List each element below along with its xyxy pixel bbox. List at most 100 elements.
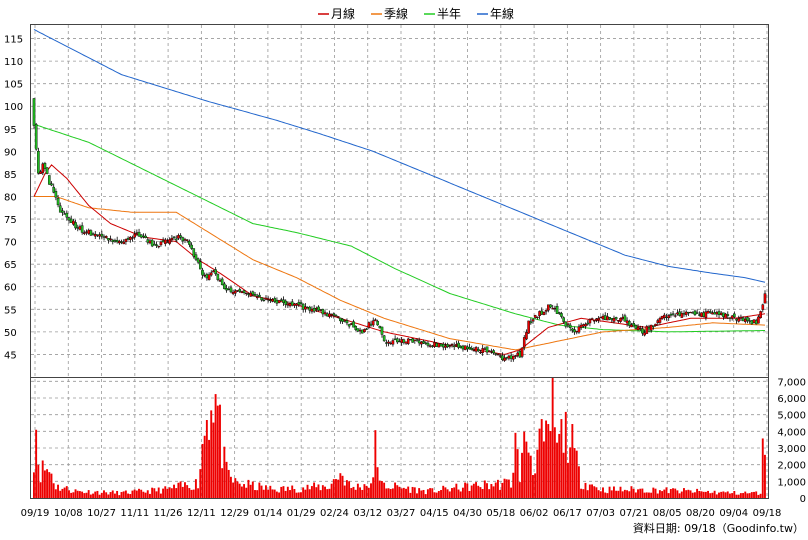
date-tick-label: 06/02 <box>520 508 549 519</box>
volume-bar <box>411 486 414 498</box>
candle-body <box>374 319 377 321</box>
volume-bar <box>422 489 425 498</box>
volume-bar <box>628 491 631 498</box>
volume-bar <box>341 475 344 498</box>
candle-body <box>529 321 533 324</box>
volume-bar <box>698 490 701 498</box>
candle-body <box>704 311 708 318</box>
candle-body <box>498 355 502 357</box>
date-tick-label: 03/27 <box>387 508 416 519</box>
volume-bar <box>385 488 388 498</box>
candle-body <box>490 351 493 353</box>
volume-bar <box>637 489 639 498</box>
volume-bar <box>567 462 569 498</box>
volume-bar <box>249 484 252 498</box>
volume-bar <box>256 490 259 498</box>
candle-body <box>689 311 692 314</box>
volume-bar <box>361 489 364 498</box>
volume-tick-label: 6,000 <box>777 394 806 405</box>
price-tick-label: 90 <box>4 147 17 158</box>
volume-bar <box>37 464 40 498</box>
candle-body <box>387 341 390 344</box>
source-note: 資料日期: 09/18（Goodinfo.tw） <box>633 521 804 535</box>
volume-bar <box>153 488 156 498</box>
candle-body <box>643 332 646 336</box>
candle-body <box>630 324 633 328</box>
candle-body <box>733 313 736 318</box>
volume-bar <box>461 487 464 498</box>
candle-body <box>761 304 765 310</box>
volume-panel-frame <box>30 377 769 499</box>
volume-bar <box>733 490 736 498</box>
candle-body <box>310 308 314 312</box>
candle-body <box>463 345 467 350</box>
candle-body <box>422 341 425 344</box>
volume-bar <box>199 469 202 498</box>
candle-body <box>518 351 522 358</box>
volume-bar <box>416 493 418 498</box>
volume-bar <box>396 485 399 498</box>
candle-body <box>757 316 760 324</box>
candle-body <box>124 238 128 242</box>
volume-bar <box>313 482 316 498</box>
volume-bar <box>529 455 532 498</box>
candle-body <box>531 319 535 322</box>
volume-bar <box>391 488 394 498</box>
candle-body <box>212 270 215 273</box>
candle-body <box>216 273 220 280</box>
volume-bar <box>372 477 375 498</box>
candle-body <box>341 318 344 322</box>
candle-body <box>87 229 91 234</box>
volume-bar <box>407 486 410 498</box>
volume-bar <box>356 483 359 498</box>
volume-bar <box>291 485 294 498</box>
candle-body <box>610 318 614 321</box>
candle-body <box>236 290 239 292</box>
candle-body <box>126 237 130 240</box>
candle-body <box>503 357 506 361</box>
candle-body <box>472 349 476 352</box>
volume-bar <box>610 490 613 498</box>
candlesticks <box>32 98 767 362</box>
volume-bar <box>685 490 688 498</box>
candle-body <box>273 298 277 302</box>
candle-body <box>617 320 620 322</box>
date-tick-label: 12/11 <box>187 508 216 519</box>
candle-body <box>663 314 666 318</box>
volume-bar <box>280 486 283 498</box>
volume-bar <box>444 487 447 498</box>
candle-body <box>527 320 530 334</box>
volume-bar <box>120 492 123 498</box>
legend-label: 半年 <box>437 7 461 21</box>
candle-body <box>470 347 474 350</box>
candle-body <box>339 317 342 322</box>
candle-body <box>547 304 550 311</box>
candle-body <box>74 222 77 229</box>
price-tick-label: 105 <box>4 80 23 91</box>
date-tick-label: 09/04 <box>719 508 748 519</box>
volume-bar <box>424 494 427 498</box>
volume-bar <box>702 491 705 498</box>
volume-bar <box>556 442 558 498</box>
volume-bar <box>577 466 580 498</box>
volume-bar <box>510 487 513 498</box>
candle-body <box>579 324 583 328</box>
volume-bar <box>549 430 552 498</box>
volume-bar <box>753 491 755 498</box>
candle-body <box>144 235 147 238</box>
candle-body <box>306 307 309 309</box>
volume-bar <box>208 439 210 498</box>
candle-body <box>181 237 185 242</box>
volume-bar <box>512 472 515 498</box>
candle-body <box>652 325 655 327</box>
candle-body <box>437 343 441 348</box>
volume-bar <box>63 487 66 498</box>
candle-body <box>606 316 609 321</box>
volume-bar <box>718 492 720 498</box>
candle-body <box>159 241 163 246</box>
volume-bar <box>650 492 653 498</box>
candle-body <box>744 318 747 322</box>
volume-bar <box>89 494 92 498</box>
volume-bar <box>302 487 305 498</box>
volume-bar <box>96 490 99 498</box>
